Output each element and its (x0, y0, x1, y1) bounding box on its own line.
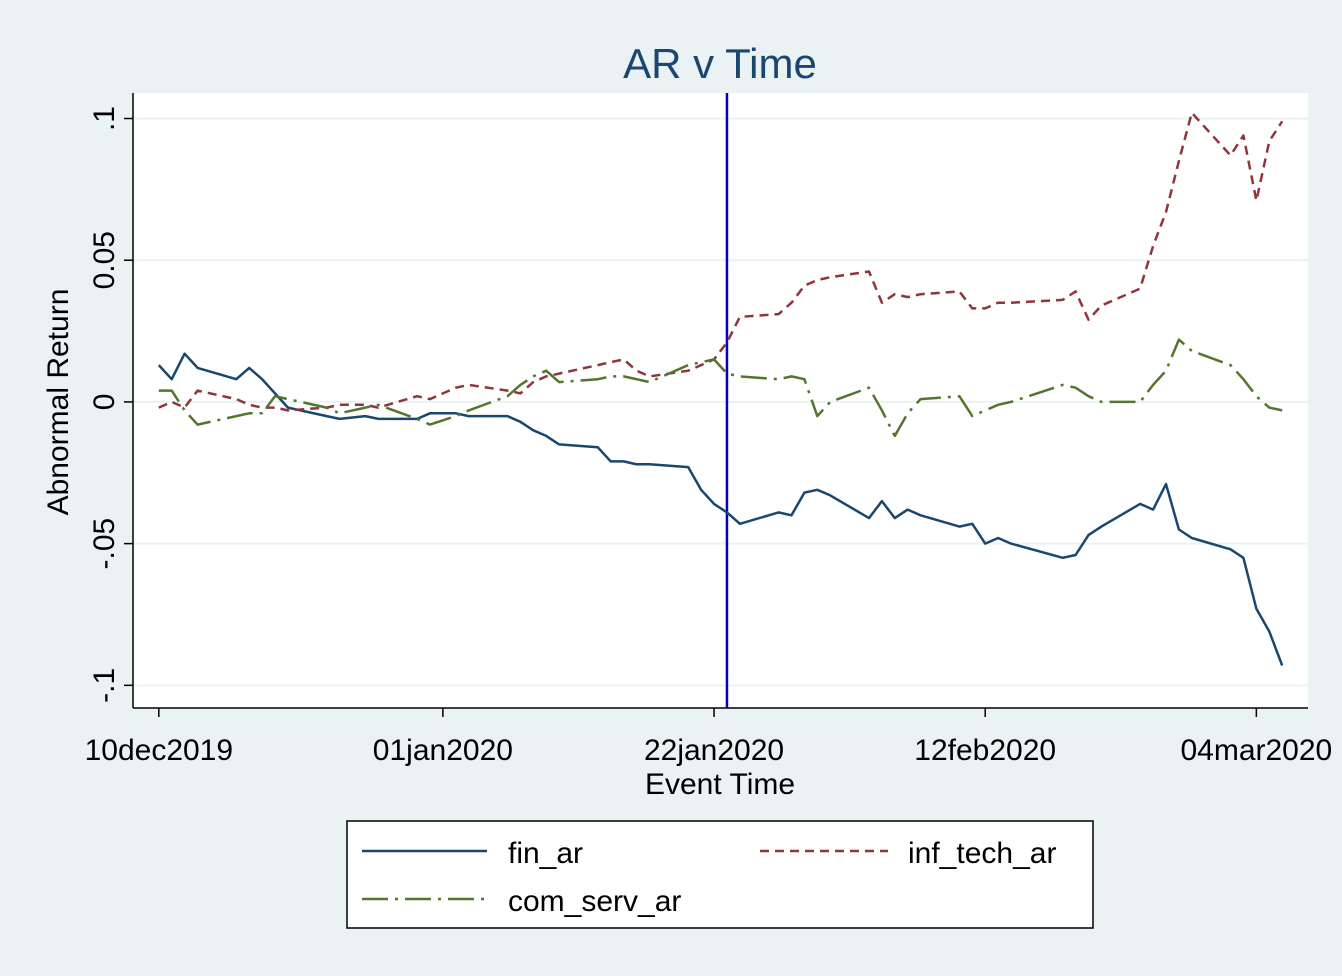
y-tick-label-1: -.05 (88, 518, 121, 570)
x-tick-label-3: 12feb2020 (914, 734, 1056, 767)
legend-label-fin-ar: fin_ar (508, 837, 583, 870)
legend-label-inf-tech-ar: inf_tech_ar (908, 837, 1056, 870)
series-lines (157, 111, 1284, 666)
x-tick-label-4: 04mar2020 (1180, 734, 1332, 767)
plot-area (133, 93, 1308, 708)
x-tick-label-1: 01jan2020 (373, 734, 513, 767)
y-axis-ticks: -.1 -.05 0 0.05 .1 (88, 106, 133, 703)
y-tick-label-0: -.1 (88, 668, 121, 703)
legend-label-com-serv-ar: com_serv_ar (508, 885, 681, 918)
y-tick-label-3: 0.05 (88, 231, 121, 289)
legend: fin_ar inf_tech_ar com_serv_ar (346, 820, 1094, 929)
x-tick-label-2: 22jan2020 (644, 734, 784, 767)
y-axis-title: Abnormal Return (42, 289, 75, 516)
series-line-fin-ar (157, 352, 1284, 666)
chart-title: AR v Time (623, 40, 817, 87)
y-tick-label-4: .1 (88, 106, 121, 131)
x-axis-title: Event Time (645, 768, 795, 801)
legend-box (346, 820, 1094, 929)
y-tick-label-2: 0 (88, 394, 121, 411)
series-line-com-serv-ar (158, 338, 1283, 438)
x-tick-label-0: 10dec2019 (85, 734, 233, 767)
x-axis-ticks: 10dec2019 01jan2020 22jan2020 12feb2020 04ma… (85, 708, 1332, 767)
